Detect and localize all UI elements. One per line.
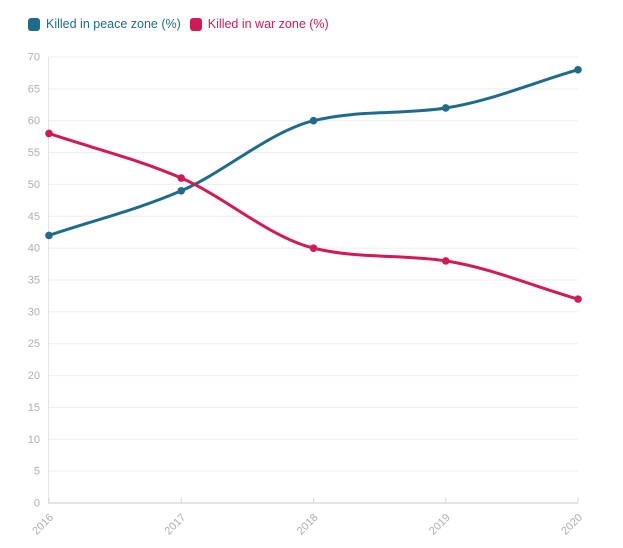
x-axis-tick-label: 2020: [559, 512, 585, 538]
y-axis-tick-label: 70: [28, 52, 40, 64]
x-axis-tick-label: 2019: [427, 512, 453, 538]
data-point: [309, 244, 318, 252]
y-axis-tick-label: 20: [28, 370, 40, 382]
data-point: [441, 257, 450, 265]
y-axis-tick-label: 55: [28, 147, 40, 159]
y-axis-tick-label: 35: [28, 275, 40, 287]
y-axis-tick-label: 50: [28, 179, 40, 191]
data-point: [441, 104, 450, 112]
legend-swatch-war-zone-icon: [189, 18, 202, 31]
y-axis-tick-label: 45: [28, 211, 40, 223]
x-axis-tick-label: 2018: [295, 512, 321, 538]
y-axis-tick-label: 25: [28, 338, 40, 350]
legend-item-war-zone: Killed in war zone (%): [189, 17, 329, 32]
y-axis-tick-label: 10: [28, 434, 40, 446]
legend-label-peace-zone: Killed in peace zone (%): [46, 17, 181, 32]
legend-swatch-peace-zone-icon: [28, 18, 40, 31]
chart-legend: Killed in peace zone (%) Killed in war z…: [28, 18, 329, 31]
data-point: [177, 187, 186, 195]
x-axis-tick-label: 2017: [163, 512, 189, 538]
legend-label-war-zone: Killed in war zone (%): [207, 17, 329, 32]
data-point: [45, 129, 53, 138]
y-axis-tick-label: 60: [28, 115, 40, 127]
y-axis-tick-label: 40: [28, 243, 40, 255]
data-point: [45, 231, 53, 240]
x-axis-tick-label: 2016: [30, 512, 56, 538]
y-axis-tick-label: 30: [28, 306, 40, 318]
y-axis-tick-label: 15: [28, 402, 40, 414]
legend-item-peace-zone: Killed in peace zone (%): [28, 18, 181, 31]
data-point: [177, 174, 186, 182]
data-point: [574, 65, 582, 74]
data-point: [574, 295, 582, 303]
data-point: [309, 116, 318, 125]
y-axis-tick-label: 5: [34, 466, 40, 478]
y-axis-tick-label: 0: [34, 498, 40, 510]
y-axis-tick-label: 65: [28, 83, 40, 95]
